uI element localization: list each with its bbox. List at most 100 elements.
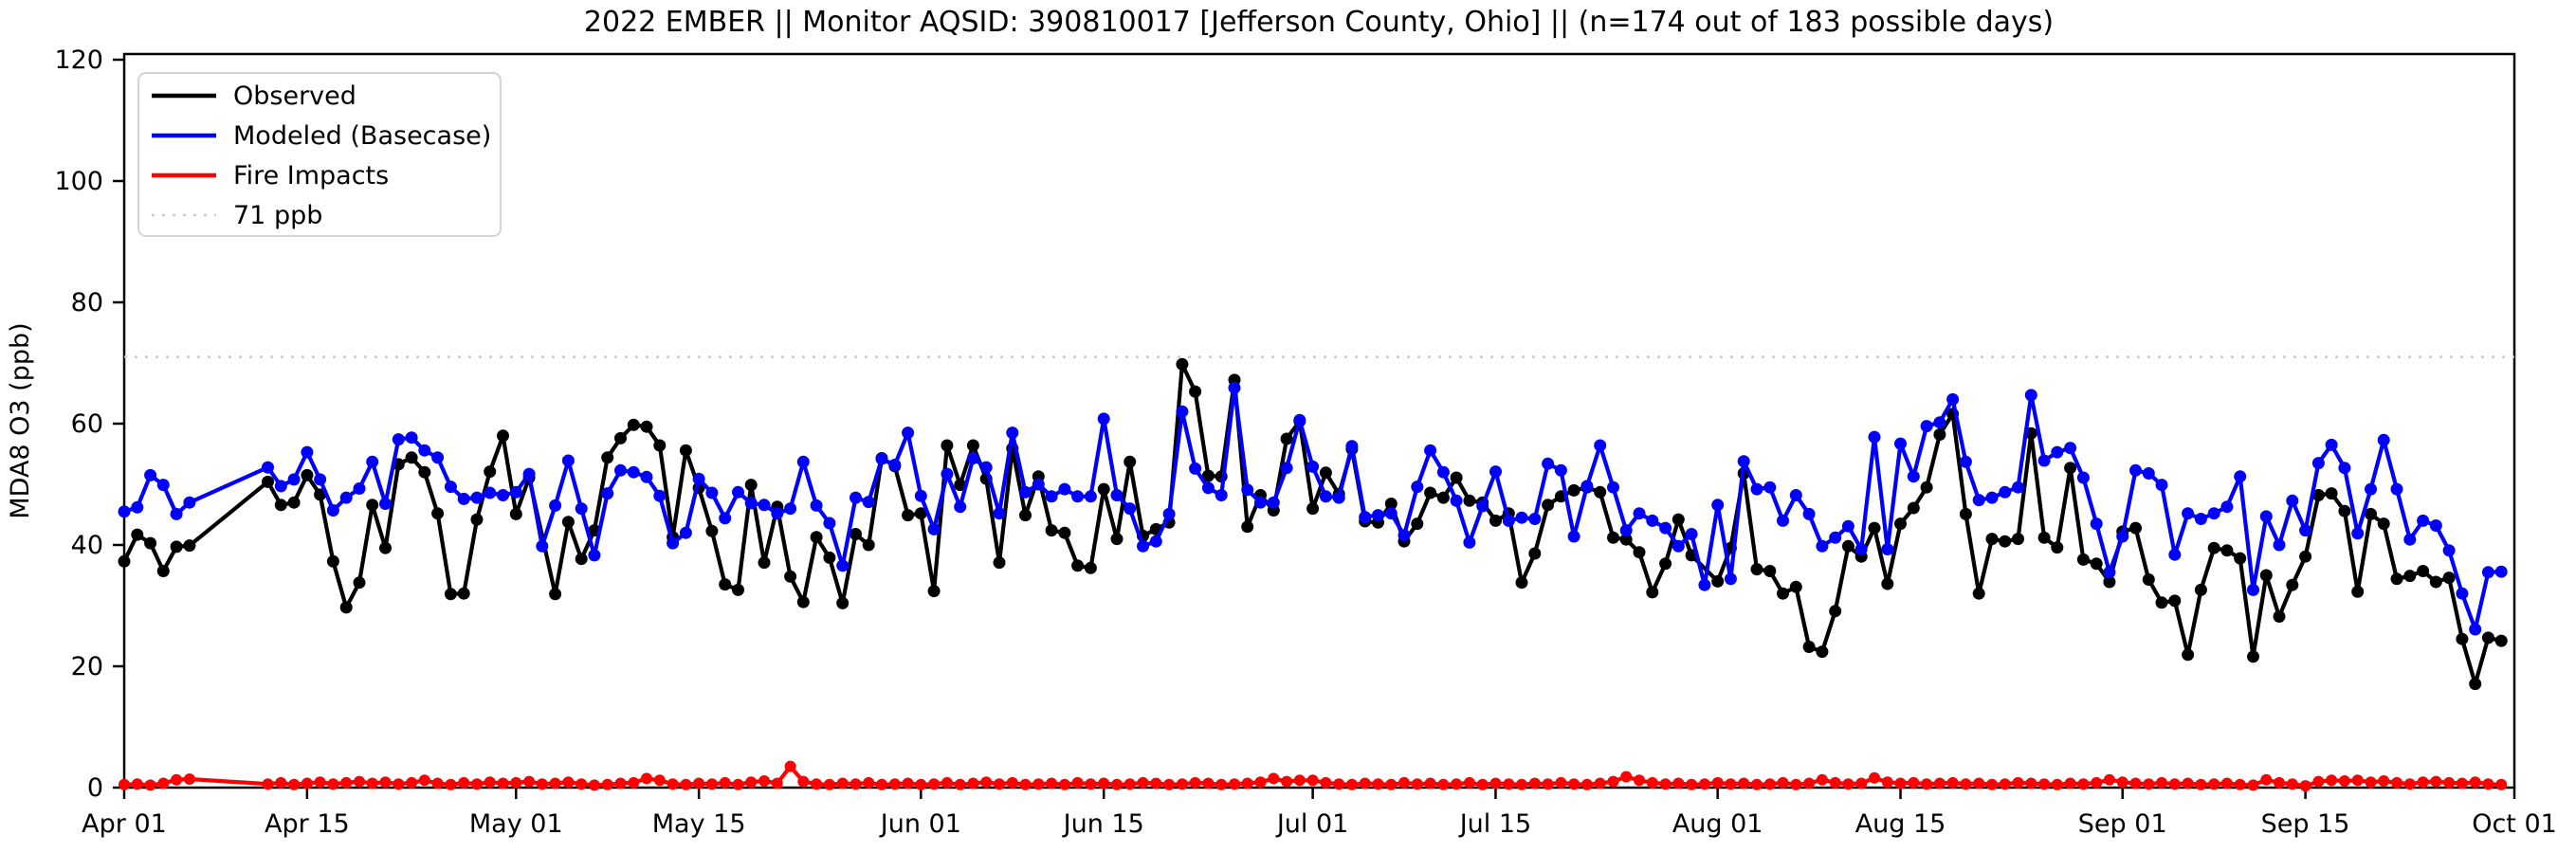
data-point: [2129, 463, 2142, 477]
data-point: [1659, 778, 1672, 790]
data-point: [1528, 513, 1542, 525]
data-point: [954, 500, 967, 514]
data-point: [2377, 517, 2390, 531]
data-point: [2234, 552, 2247, 565]
data-point: [1359, 777, 1371, 789]
data-point: [1058, 778, 1070, 790]
data-point: [1280, 432, 1293, 445]
data-point: [836, 559, 850, 572]
data-point: [1555, 776, 1567, 789]
data-point: [2012, 533, 2024, 546]
data-point: [628, 776, 640, 789]
x-tick-label: Sep 01: [2078, 809, 2167, 839]
data-point: [836, 777, 849, 789]
data-point: [1097, 412, 1110, 426]
data-point: [170, 540, 183, 554]
data-point: [2391, 776, 2402, 789]
data-point: [2390, 572, 2403, 586]
data-point: [680, 778, 692, 790]
data-point: [484, 486, 497, 499]
data-point: [1084, 561, 1097, 574]
data-point: [1424, 777, 1436, 789]
data-point: [274, 499, 287, 512]
data-point: [1542, 457, 1555, 470]
data-point: [1698, 578, 1711, 591]
data-point: [1071, 559, 1085, 572]
data-point: [2338, 775, 2350, 787]
data-point: [1580, 778, 1593, 790]
y-tick-label: 40: [71, 531, 103, 560]
data-point: [979, 461, 993, 474]
data-point: [1568, 778, 1580, 790]
data-point: [1163, 778, 1176, 790]
data-point: [2037, 531, 2051, 544]
data-point: [1842, 778, 1854, 790]
data-point: [614, 431, 627, 445]
data-point: [2494, 565, 2508, 578]
data-point: [2142, 467, 2155, 480]
x-tick-label: Jul 01: [1275, 809, 1349, 839]
data-point: [1999, 778, 2011, 790]
data-point: [1098, 777, 1110, 789]
data-point: [366, 499, 379, 512]
legend-label: Modeled (Basecase): [233, 121, 491, 151]
data-point: [1150, 777, 1162, 789]
data-point: [1933, 777, 1946, 789]
data-point: [1869, 771, 1880, 784]
y-tick-label: 120: [54, 45, 103, 75]
legend: Observed Modeled (Basecase) Fire Impacts 71…: [137, 72, 502, 237]
data-point: [366, 777, 378, 789]
legend-label: Observed: [233, 82, 356, 111]
series-line: [123, 386, 2502, 632]
x-tick-label: Apr 15: [265, 809, 350, 839]
data-point: [614, 777, 627, 789]
data-point: [561, 516, 575, 529]
data-point: [2456, 777, 2468, 789]
data-point: [1672, 513, 1685, 526]
data-point: [1750, 482, 1763, 496]
data-point: [2247, 779, 2259, 791]
data-point: [1085, 778, 1097, 790]
data-point: [823, 778, 835, 790]
data-point: [275, 776, 287, 789]
data-point: [118, 505, 131, 518]
data-point: [1124, 778, 1136, 790]
data-point: [171, 773, 183, 786]
data-point: [1058, 482, 1071, 496]
data-point: [1999, 485, 2012, 499]
data-point: [2103, 773, 2115, 786]
data-point: [2168, 548, 2182, 561]
data-point: [156, 479, 170, 492]
data-point: [692, 472, 705, 485]
data-point: [1868, 430, 1881, 444]
data-point: [1489, 777, 1502, 789]
data-point: [693, 777, 705, 789]
data-point: [2051, 445, 2064, 459]
data-point: [2378, 775, 2390, 787]
data-point: [1503, 778, 1515, 790]
data-point: [1619, 524, 1633, 537]
data-point: [2168, 778, 2181, 790]
data-point: [1319, 466, 1332, 480]
data-point: [1777, 514, 1789, 527]
data-point: [1045, 490, 1058, 503]
data-point: [1881, 543, 1894, 555]
data-point: [1854, 543, 1868, 555]
x-tick-label: Jun 01: [879, 809, 961, 839]
data-point: [1894, 437, 1907, 450]
data-point: [784, 570, 797, 583]
data-point: [941, 439, 954, 452]
data-point: [1751, 778, 1763, 790]
data-point: [1450, 494, 1463, 507]
data-point: [705, 778, 718, 790]
data-point: [562, 776, 575, 789]
plot-frame: [122, 52, 2516, 789]
data-point: [902, 509, 915, 522]
data-point: [1646, 586, 1659, 599]
data-point: [2090, 517, 2103, 531]
data-point: [1189, 385, 1202, 398]
x-tick-label: Jul 15: [1458, 809, 1532, 839]
data-point: [2259, 569, 2273, 582]
data-point: [1045, 524, 1058, 537]
data-point: [1320, 776, 1332, 789]
